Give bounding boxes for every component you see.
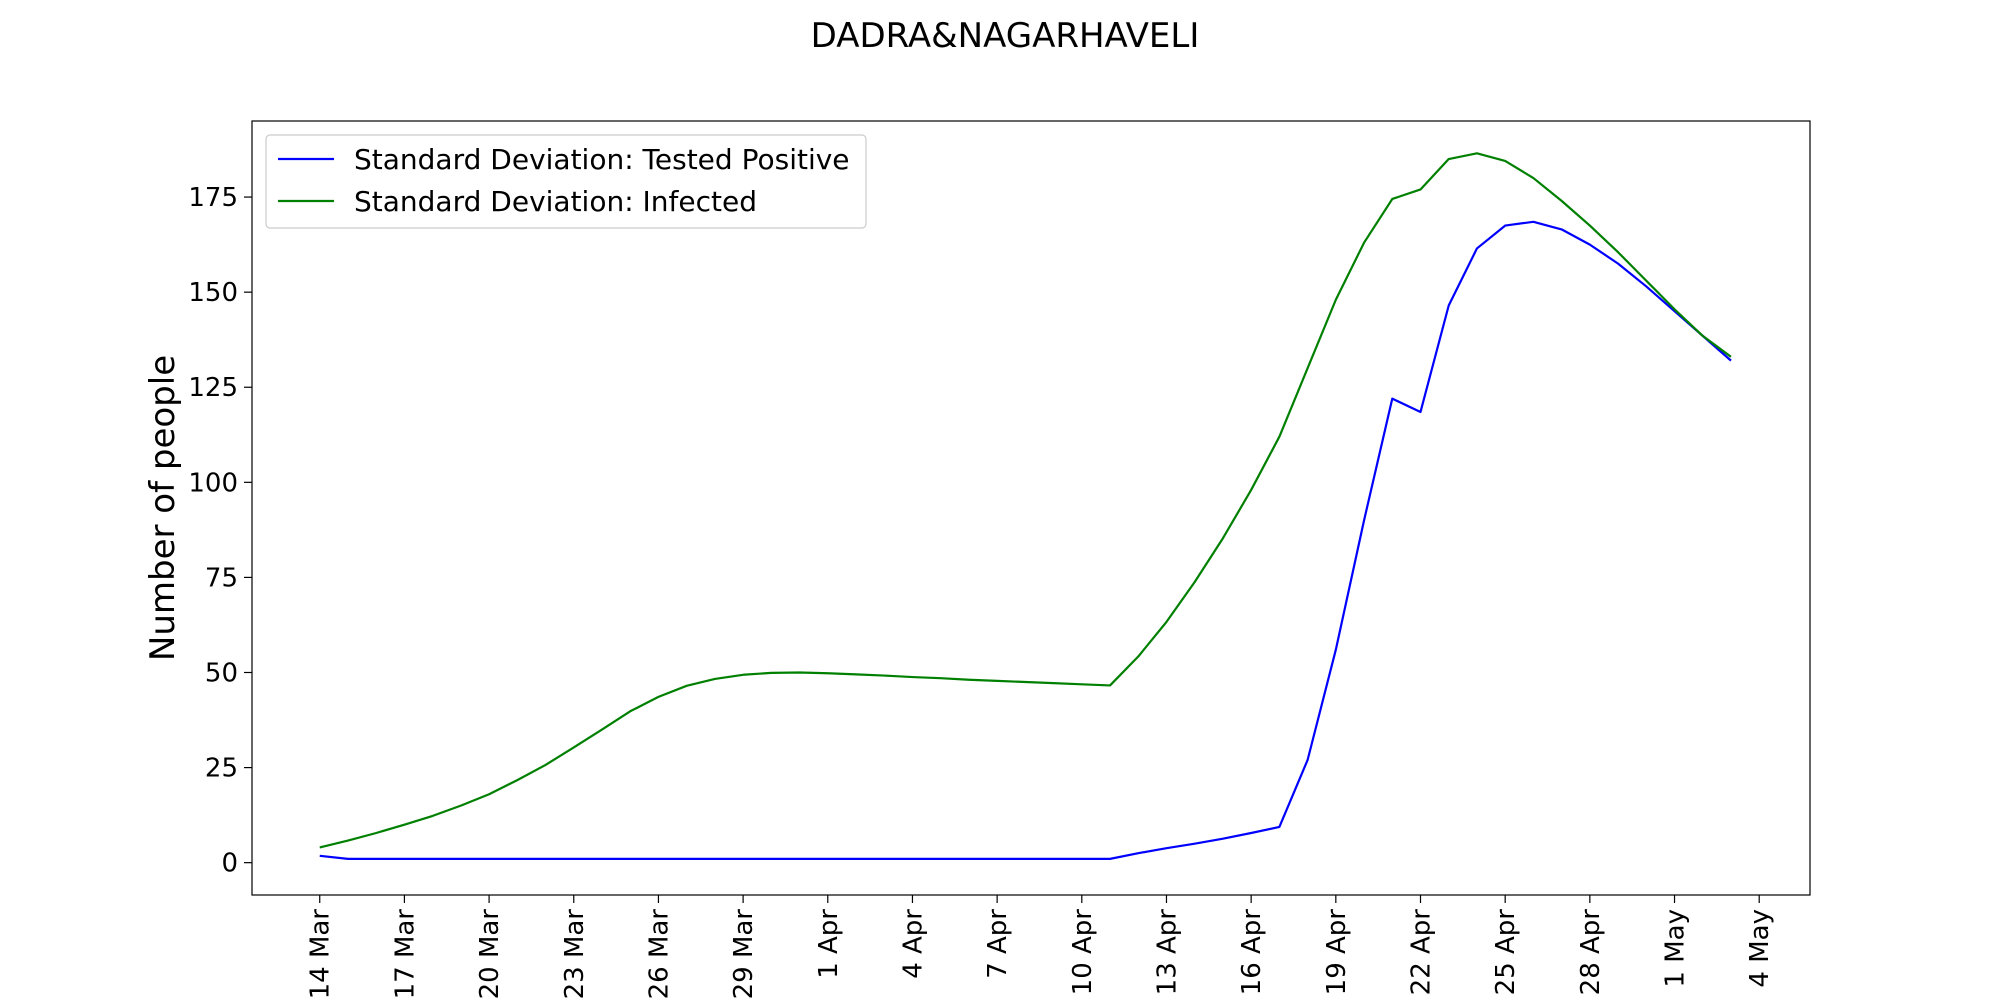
x-tick-label-0: 14 Mar xyxy=(306,909,336,1000)
plot-frame xyxy=(251,120,1811,896)
axes: 0 25 50 75 100 125 150 175 14 Mar 17 Mar 20 Mar 23 … xyxy=(188,120,1811,1000)
legend-label-1: Standard Deviation: Infected xyxy=(354,185,757,218)
x-tick-label-2: 20 Mar xyxy=(475,909,505,1000)
x-tick-label-15: 28 Apr xyxy=(1576,909,1606,996)
x-tick-label-10: 13 Apr xyxy=(1152,909,1182,996)
y-tick-label-125: 125 xyxy=(188,373,238,403)
legend-label-0: Standard Deviation: Tested Positive xyxy=(354,143,850,176)
x-tick-label-6: 1 Apr xyxy=(814,909,844,979)
y-tick-label-75: 75 xyxy=(205,563,238,593)
y-tick-label-50: 50 xyxy=(205,658,238,688)
x-tick-label-4: 26 Mar xyxy=(644,909,674,1000)
x-tick-label-13: 22 Apr xyxy=(1407,909,1437,996)
x-tick-label-14: 25 Apr xyxy=(1491,909,1521,996)
series-line-0 xyxy=(319,220,1732,860)
y-tick-label-150: 150 xyxy=(188,278,238,308)
y-axis-label: Number of people xyxy=(143,355,183,661)
x-tick-label-12: 19 Apr xyxy=(1322,909,1352,996)
x-tick-label-1: 17 Mar xyxy=(390,909,420,1000)
y-tick-label-0: 0 xyxy=(221,849,238,879)
x-tick-label-7: 4 Apr xyxy=(898,909,928,979)
x-tick-label-17: 4 May xyxy=(1745,909,1775,988)
x-tick-label-9: 10 Apr xyxy=(1068,909,1098,996)
x-tick-label-5: 29 Mar xyxy=(729,909,759,1000)
y-tick-label-100: 100 xyxy=(188,468,238,498)
chart-title: DADRA&NAGARHAVELI xyxy=(811,16,1200,56)
y-tick-label-175: 175 xyxy=(188,183,238,213)
series-line-1 xyxy=(319,152,1732,849)
x-tick-label-16: 1 May xyxy=(1661,909,1691,988)
x-tick-label-11: 16 Apr xyxy=(1237,909,1267,996)
y-tick-label-25: 25 xyxy=(205,754,238,784)
legend-box xyxy=(265,134,867,229)
x-tick-label-3: 23 Mar xyxy=(560,909,590,1000)
legend: Standard Deviation: Tested Positive Stand… xyxy=(265,134,867,229)
x-tick-label-8: 7 Apr xyxy=(983,909,1013,979)
plot-area xyxy=(319,152,1732,860)
